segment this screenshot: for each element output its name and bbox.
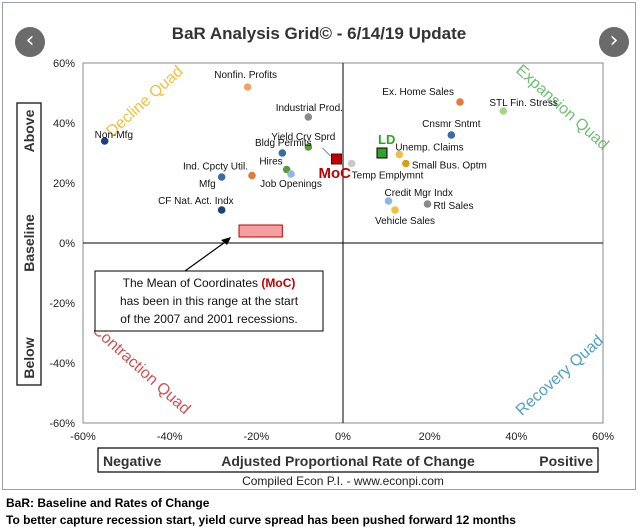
x-tick-label: 40% bbox=[505, 431, 527, 443]
annotation-moc-highlight: (MoC) bbox=[261, 276, 295, 290]
y-axis-title-below: Below bbox=[21, 337, 37, 378]
y-axis-label-box bbox=[16, 102, 42, 386]
y-axis-title-above: Above bbox=[21, 109, 37, 152]
next-arrow-icon[interactable]: › bbox=[599, 27, 629, 57]
data-point bbox=[304, 113, 313, 121]
data-point-label: Mfg bbox=[199, 179, 216, 190]
footnote-definition: BaR: Baseline and Rates of Change bbox=[6, 496, 210, 510]
data-point-label: Industrial Prod. bbox=[276, 103, 343, 114]
quadrant-label-recovery-quad: Recovery Quad bbox=[513, 332, 607, 419]
x-axis-label-box bbox=[97, 447, 599, 473]
data-point-label: Small Bus. Optm bbox=[412, 161, 487, 172]
data-point-label: Credit Mgr Indx bbox=[385, 188, 453, 199]
data-point bbox=[304, 143, 313, 151]
y-tick-label: -40% bbox=[49, 358, 75, 370]
data-point bbox=[423, 200, 432, 208]
x-axis-title: Adjusted Proportional Rate of Change bbox=[221, 453, 475, 469]
x-tick-label: -40% bbox=[157, 431, 183, 443]
data-point bbox=[100, 137, 109, 145]
y-tick-label: 40% bbox=[53, 118, 75, 130]
y-tick-label: -20% bbox=[49, 298, 75, 310]
previous-arrow-icon[interactable]: ‹ bbox=[15, 27, 45, 57]
x-tick-label: 20% bbox=[419, 431, 441, 443]
data-point-label: Cnsmr Sntmt bbox=[422, 119, 481, 130]
data-point bbox=[347, 159, 356, 168]
y-tick-label: 60% bbox=[53, 58, 75, 70]
data-point-label: Non-Mfg bbox=[95, 130, 133, 141]
data-point bbox=[447, 131, 456, 139]
quadrant-label-decline-quad: Decline Quad bbox=[103, 63, 186, 141]
y-tick-label: 20% bbox=[53, 178, 75, 190]
data-point-label: Rtl Sales bbox=[434, 201, 474, 212]
data-point-label: Job Openings bbox=[260, 179, 322, 190]
annotation-arrow-line bbox=[184, 239, 229, 272]
annotation-text: The Mean of Coordinates bbox=[123, 276, 262, 290]
data-point-label: STL Fin. Stress bbox=[489, 98, 558, 109]
x-tick-label: 60% bbox=[592, 431, 614, 443]
ld-marker bbox=[376, 147, 388, 159]
data-point bbox=[384, 197, 393, 205]
data-point-label: Bldg Permits bbox=[255, 138, 312, 149]
y-axis-title-baseline: Baseline bbox=[21, 214, 37, 272]
x-tick-label: 0% bbox=[335, 431, 351, 443]
ld-label: LD bbox=[378, 132, 395, 147]
footnote-yield-curve: To better capture recession start, yield… bbox=[6, 513, 516, 527]
data-point-label: Nonfin. Profits bbox=[214, 70, 277, 81]
y-tick-label: 0% bbox=[59, 238, 75, 250]
data-point-label: Yield Crv Sprd bbox=[271, 132, 335, 143]
data-point bbox=[217, 206, 226, 214]
x-tick-label: -60% bbox=[70, 431, 96, 443]
data-point-label: CF Nat. Act. Indx bbox=[158, 196, 234, 207]
recession-range-box bbox=[238, 224, 283, 238]
quadrant-label-contraction-quad: Contraction Quad bbox=[89, 321, 194, 418]
data-point bbox=[456, 98, 464, 106]
annotation-line-3: of the 2007 and 2001 recessions. bbox=[120, 312, 297, 326]
x-axis-positive-label: Positive bbox=[539, 453, 593, 469]
data-point-label: Temp Emplymnt bbox=[352, 171, 424, 182]
data-point bbox=[217, 173, 226, 181]
chart-title: BaR Analysis Grid© - 6/14/19 Update bbox=[172, 24, 466, 43]
data-point bbox=[243, 83, 252, 91]
chart-frame: BaR Analysis Grid© - 6/14/19 Update Decl… bbox=[2, 2, 636, 490]
data-point-label: Vehicle Sales bbox=[375, 216, 435, 227]
data-point-label: Unemp. Claims bbox=[395, 143, 463, 154]
moc-marker bbox=[331, 153, 342, 165]
data-point-label: Ex. Home Sales bbox=[382, 87, 454, 98]
annotation-line-1: The Mean of Coordinates (MoC) bbox=[123, 276, 296, 290]
bar-analysis-chart: BaR Analysis Grid© - 6/14/19 Update Decl… bbox=[16, 24, 614, 488]
annotation-line-2: has been in this range at the start bbox=[120, 294, 299, 308]
x-axis-negative-label: Negative bbox=[103, 453, 162, 469]
data-point bbox=[395, 150, 404, 159]
data-point bbox=[278, 149, 287, 157]
data-point-label: Ind. Cpcty Util. bbox=[183, 162, 248, 173]
data-point bbox=[287, 170, 295, 178]
data-point bbox=[391, 206, 399, 214]
data-point bbox=[499, 107, 508, 115]
moc-pointer-line bbox=[322, 147, 331, 157]
data-point bbox=[248, 171, 256, 180]
chart-credit: Compiled Econ P.I. - www.econpi.com bbox=[242, 474, 444, 488]
moc-label: MoC bbox=[319, 165, 352, 182]
y-tick-label: -60% bbox=[49, 418, 75, 430]
x-tick-label: -20% bbox=[243, 431, 269, 443]
data-point-label: Hires bbox=[259, 157, 282, 168]
annotation-box bbox=[94, 270, 324, 332]
data-point bbox=[402, 159, 410, 168]
annotation-arrowhead bbox=[221, 237, 231, 245]
